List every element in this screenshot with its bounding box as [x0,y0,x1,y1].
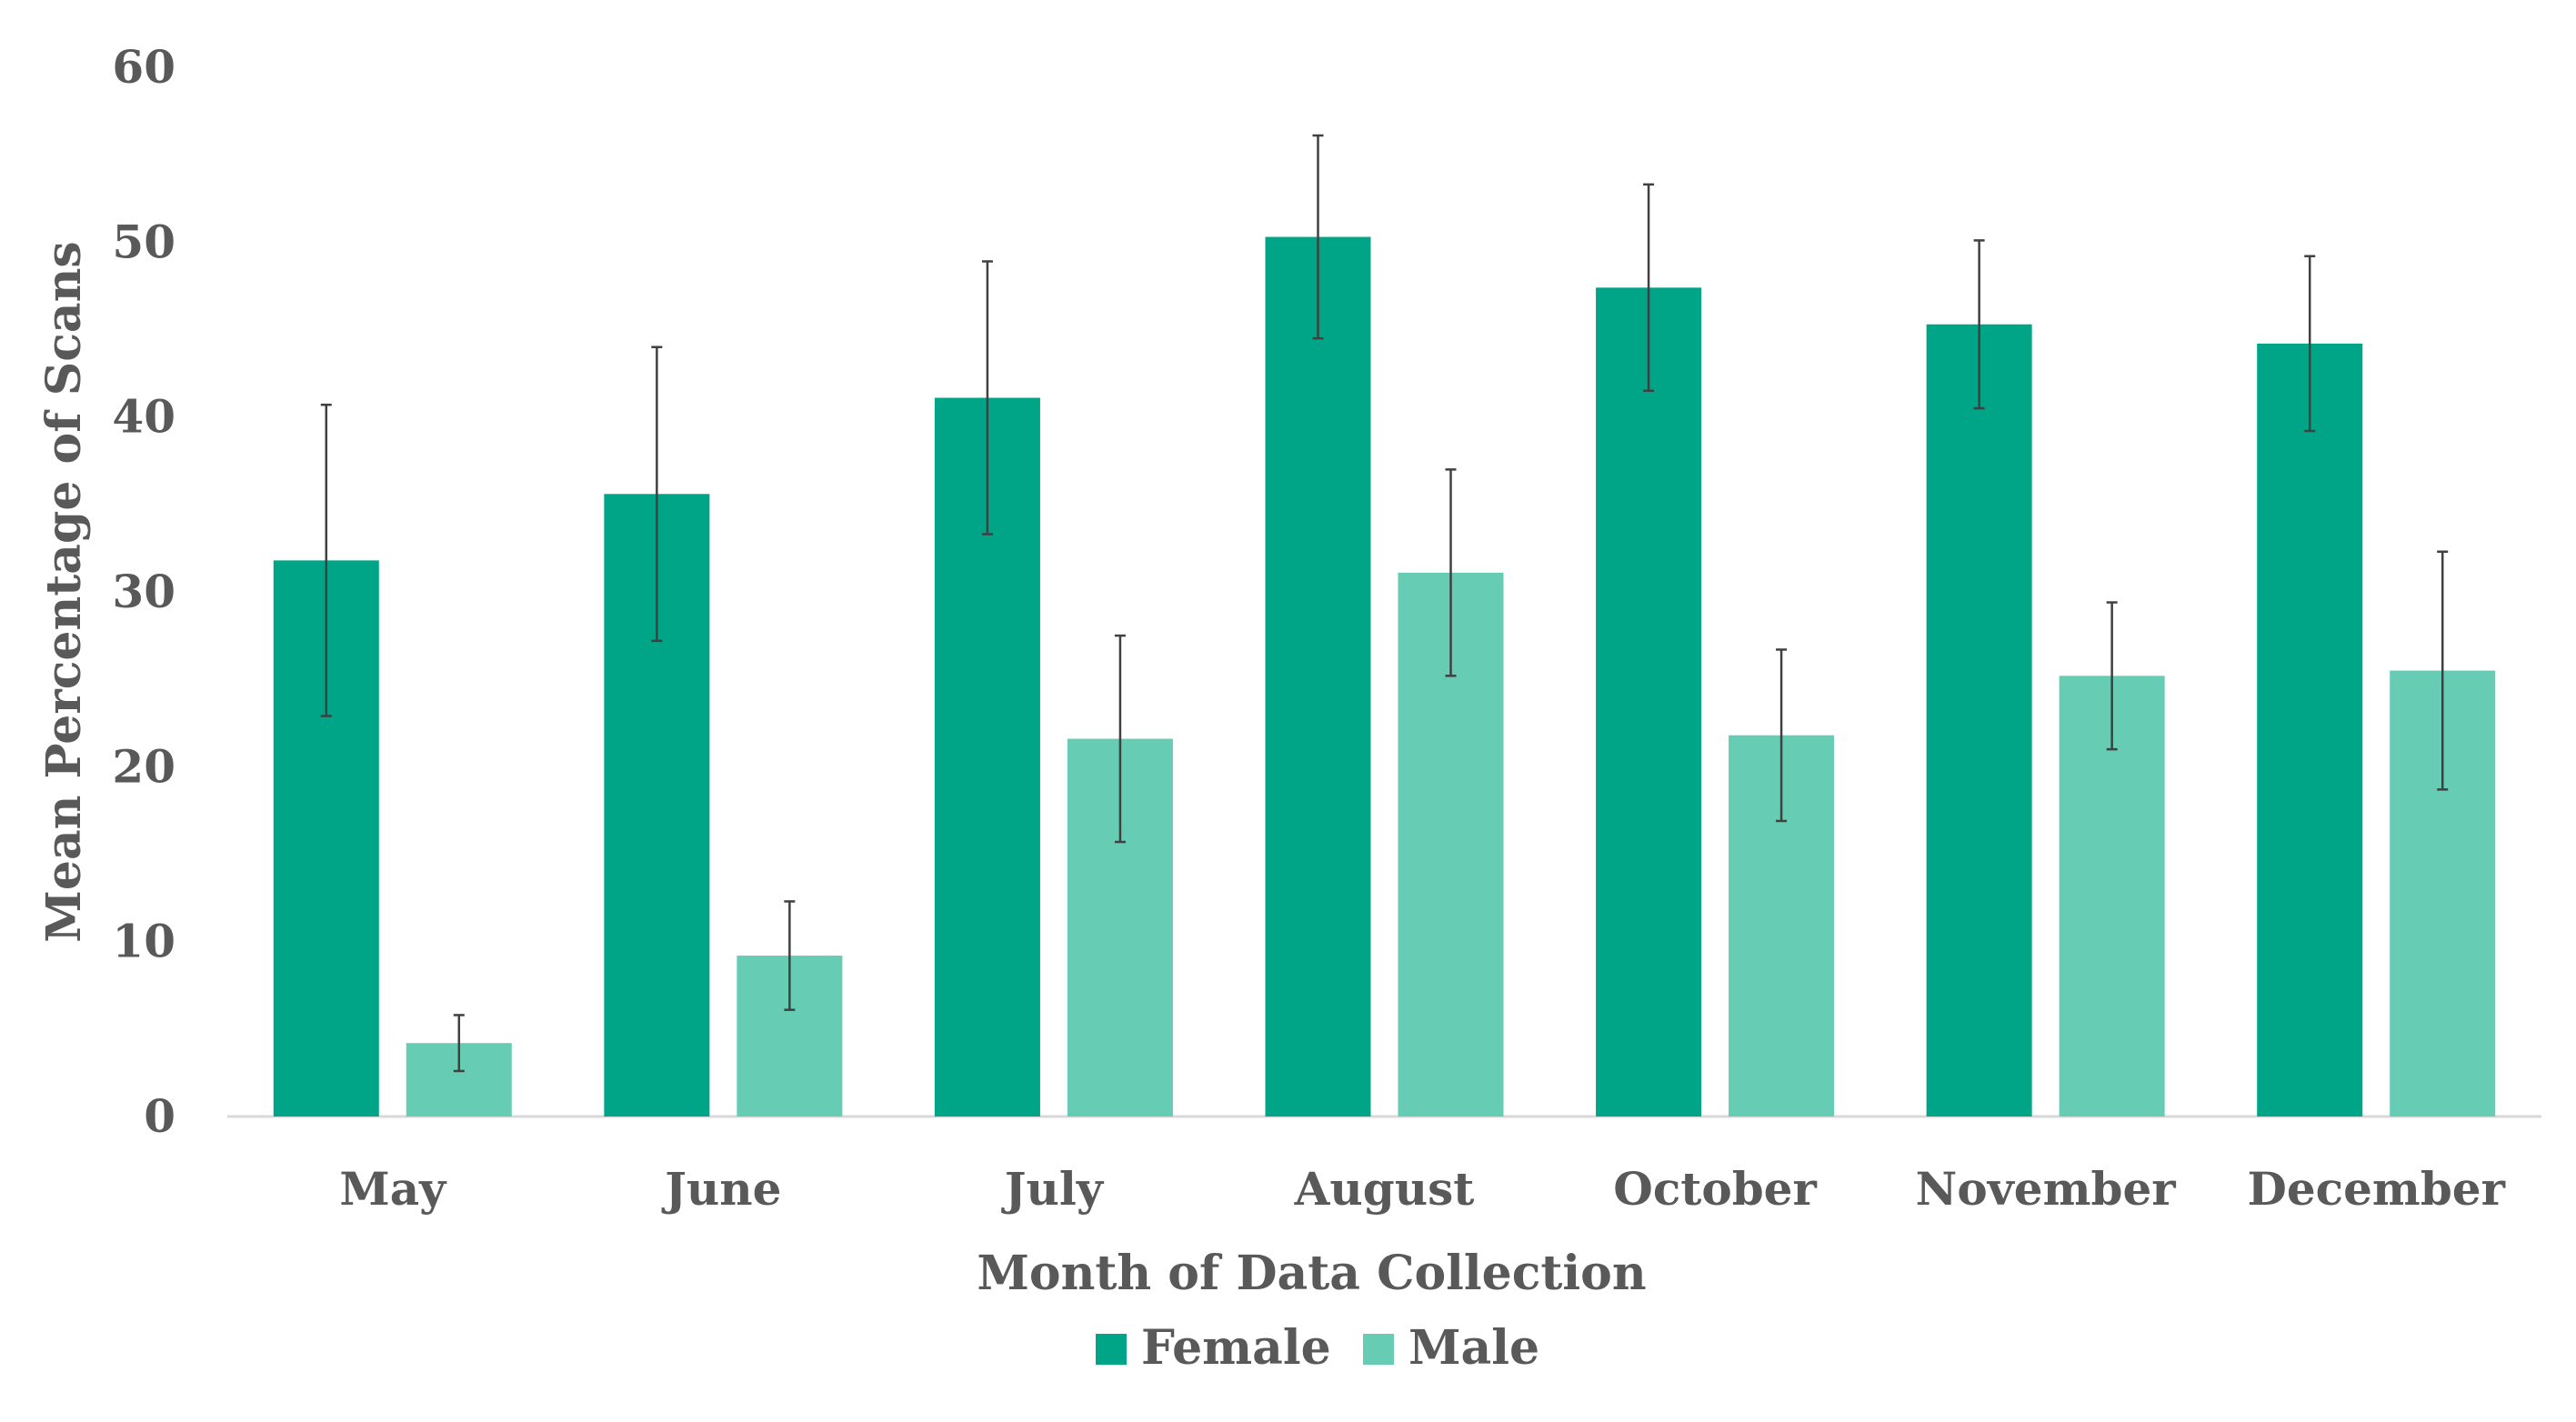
error-bar-female-december [2304,255,2316,433]
x-axis-ticks: May June July August October November December [339,1162,2505,1216]
error-bar-male-may [453,1014,465,1073]
error-bar-male-july [1114,634,1126,844]
y-axis-ticks: 0 10 20 30 40 50 60 [112,40,175,1143]
x-tick-label: October [1613,1162,1817,1216]
y-tick-label: 40 [112,390,175,444]
error-bar-female-august [1312,134,1324,340]
legend-label-female: Female [1141,1320,1331,1376]
x-tick-label: November [1916,1162,2177,1216]
error-bar-female-july [981,260,993,536]
legend: Female Male [1096,1320,1539,1376]
x-tick-label: June [661,1162,781,1216]
bars [273,236,2496,1117]
bar-female-december [2257,343,2363,1117]
y-tick-label: 10 [112,915,175,968]
error-bar-male-october [1776,648,1788,823]
error-bar-male-november [2106,601,2118,751]
bar-female-august [1265,236,1371,1117]
error-bar-male-august [1445,468,1457,677]
legend-swatch-male [1363,1334,1394,1365]
error-bar-male-june [784,900,796,1011]
legend-label-male: Male [1408,1320,1539,1376]
y-tick-label: 60 [112,40,175,94]
error-bar-male-december [2437,550,2449,791]
bar-female-november [1926,324,2032,1117]
x-tick-label: August [1294,1162,1475,1216]
y-tick-label: 0 [144,1089,175,1143]
y-axis-title: Mean Percentage of Scans [36,241,92,942]
x-tick-label: December [2247,1162,2505,1216]
y-tick-label: 30 [112,565,175,618]
x-tick-label: May [339,1162,447,1216]
error-bar-female-november [1973,239,1985,410]
x-tick-label: July [1001,1162,1105,1216]
error-bar-female-october [1643,183,1655,393]
bar-female-october [1596,287,1702,1117]
y-tick-label: 50 [112,215,175,268]
error-bar-female-june [651,345,663,643]
y-tick-label: 20 [112,739,175,793]
error-bars [320,134,2449,1073]
x-axis-title: Month of Data Collection [977,1246,1646,1301]
legend-swatch-female [1096,1334,1127,1365]
error-bar-female-may [320,403,332,717]
